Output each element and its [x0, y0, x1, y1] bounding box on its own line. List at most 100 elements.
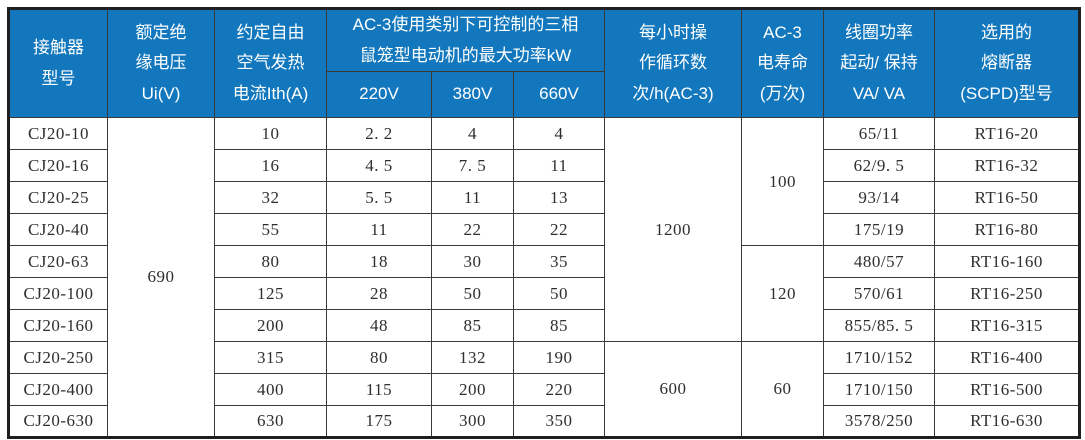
cell-ith: 315: [214, 341, 327, 375]
col-header-model: 接触器 型号: [8, 7, 108, 119]
cell-ith: 16: [214, 149, 327, 183]
cell-ith: 55: [214, 213, 327, 247]
cell-fuse: RT16-315: [934, 309, 1080, 343]
table-row: CJ20-10 690 10 2. 2 4 4 1200 100 65/11 R…: [8, 117, 1080, 439]
cell-coil-power: 570/61: [823, 277, 935, 311]
cell-power-660v: 4: [513, 117, 605, 151]
cell-coil-power: 855/85. 5: [823, 309, 935, 343]
cell-power-220v: 18: [326, 245, 432, 279]
cell-ith: 80: [214, 245, 327, 279]
cell-coil-power: 1710/152: [823, 341, 935, 375]
cell-power-380v: 132: [431, 341, 514, 375]
cell-power-380v: 7. 5: [431, 149, 514, 183]
cell-power-660v: 50: [513, 277, 605, 311]
cell-power-220v: 5. 5: [326, 181, 432, 215]
header-row-group: 接触器 型号 额定绝 缘电压 Ui(V) 约定自由 空气发热 电流Ith(A) …: [8, 7, 1080, 119]
cell-power-220v: 175: [326, 405, 432, 439]
cell-life-merged-60: 60: [741, 341, 824, 439]
col-header-660v: 660V: [513, 71, 605, 119]
cell-model: CJ20-63: [8, 245, 108, 279]
table-row: CJ20-16 16 4. 5 7. 5 11 62/9. 5 RT16-32: [8, 149, 1080, 183]
cell-power-660v: 13: [513, 181, 605, 215]
cell-model: CJ20-160: [8, 309, 108, 343]
cell-model: CJ20-630: [8, 405, 108, 439]
cell-fuse: RT16-160: [934, 245, 1080, 279]
col-header-thermal-current: 约定自由 空气发热 电流Ith(A): [214, 7, 327, 119]
cell-coil-power: 65/11: [823, 117, 935, 151]
cell-power-220v: 2. 2: [326, 117, 432, 151]
cell-fuse: RT16-80: [934, 213, 1080, 247]
cell-power-660v: 190: [513, 341, 605, 375]
cell-fuse: RT16-400: [934, 341, 1080, 375]
cell-power-380v: 22: [431, 213, 514, 247]
cell-power-220v: 48: [326, 309, 432, 343]
cell-fuse: RT16-20: [934, 117, 1080, 151]
cell-model: CJ20-400: [8, 373, 108, 407]
table-header: 接触器 型号 额定绝 缘电压 Ui(V) 约定自由 空气发热 电流Ith(A) …: [8, 7, 1080, 119]
table-body: CJ20-10 690 10 2. 2 4 4 1200 100 65/11 R…: [8, 117, 1080, 439]
col-header-power-group: AC-3使用类别下可控制的三相 鼠笼型电动机的最大功率kW: [326, 7, 605, 73]
cell-ith: 125: [214, 277, 327, 311]
cell-coil-power: 3578/250: [823, 405, 935, 439]
cell-power-220v: 80: [326, 341, 432, 375]
cell-coil-power: 175/19: [823, 213, 935, 247]
table-row: CJ20-630 630 175 300 350 3578/250 RT16-6…: [8, 405, 1080, 439]
cell-life-merged-120: 120: [741, 245, 824, 343]
cell-coil-power: 1710/150: [823, 373, 935, 407]
cell-model: CJ20-100: [8, 277, 108, 311]
table-row: CJ20-160 200 48 85 85 855/85. 5 RT16-315: [8, 309, 1080, 343]
col-header-fuse: 选用的 熔断器 (SCPD)型号: [934, 7, 1080, 119]
cell-power-380v: 30: [431, 245, 514, 279]
cell-ith: 32: [214, 181, 327, 215]
cell-coil-power: 93/14: [823, 181, 935, 215]
cell-model: CJ20-25: [8, 181, 108, 215]
cell-life-merged-100: 100: [741, 117, 824, 247]
cell-insulation-voltage-merged: 690: [107, 117, 215, 439]
table-row: CJ20-400 400 115 200 220 1710/150 RT16-5…: [8, 373, 1080, 407]
cell-power-380v: 11: [431, 181, 514, 215]
col-header-380v: 380V: [431, 71, 514, 119]
contactor-spec-table: 接触器 型号 额定绝 缘电压 Ui(V) 约定自由 空气发热 电流Ith(A) …: [7, 7, 1081, 440]
cell-power-380v: 300: [431, 405, 514, 439]
cell-model: CJ20-250: [8, 341, 108, 375]
cell-power-380v: 200: [431, 373, 514, 407]
cell-power-220v: 11: [326, 213, 432, 247]
table-row: CJ20-250 315 80 132 190 600 60 1710/152 …: [8, 341, 1080, 439]
cell-fuse: RT16-32: [934, 149, 1080, 183]
table-row: CJ20-40 55 11 22 22 175/19 RT16-80: [8, 213, 1080, 247]
cell-power-220v: 115: [326, 373, 432, 407]
cell-ith: 400: [214, 373, 327, 407]
cell-ith: 630: [214, 405, 327, 439]
cell-power-380v: 85: [431, 309, 514, 343]
cell-power-660v: 22: [513, 213, 605, 247]
cell-fuse: RT16-50: [934, 181, 1080, 215]
cell-power-660v: 11: [513, 149, 605, 183]
cell-fuse: RT16-630: [934, 405, 1080, 439]
cell-cycles-merged-600: 600: [604, 341, 742, 439]
cell-coil-power: 480/57: [823, 245, 935, 279]
cell-power-660v: 350: [513, 405, 605, 439]
table-row: CJ20-25 32 5. 5 11 13 93/14 RT16-50: [8, 181, 1080, 215]
cell-ith: 10: [214, 117, 327, 151]
cell-power-660v: 35: [513, 245, 605, 279]
cell-model: CJ20-40: [8, 213, 108, 247]
col-header-cycles: 每小时操 作循环数 次/h(AC-3): [604, 7, 742, 119]
cell-model: CJ20-16: [8, 149, 108, 183]
cell-power-660v: 220: [513, 373, 605, 407]
table-row: CJ20-63 80 18 30 35 120 480/57 RT16-160: [8, 245, 1080, 343]
cell-cycles-merged-1200: 1200: [604, 117, 742, 343]
col-header-coil-power: 线圈功率 起动/ 保持 VA/ VA: [823, 7, 935, 119]
cell-fuse: RT16-500: [934, 373, 1080, 407]
col-header-insulation-voltage: 额定绝 缘电压 Ui(V): [107, 7, 215, 119]
cell-ith: 200: [214, 309, 327, 343]
col-header-life: AC-3 电寿命 (万次): [741, 7, 824, 119]
cell-power-220v: 4. 5: [326, 149, 432, 183]
table-row: CJ20-100 125 28 50 50 570/61 RT16-250: [8, 277, 1080, 311]
col-header-220v: 220V: [326, 71, 432, 119]
cell-power-380v: 4: [431, 117, 514, 151]
cell-power-220v: 28: [326, 277, 432, 311]
cell-fuse: RT16-250: [934, 277, 1080, 311]
cell-power-660v: 85: [513, 309, 605, 343]
cell-power-380v: 50: [431, 277, 514, 311]
